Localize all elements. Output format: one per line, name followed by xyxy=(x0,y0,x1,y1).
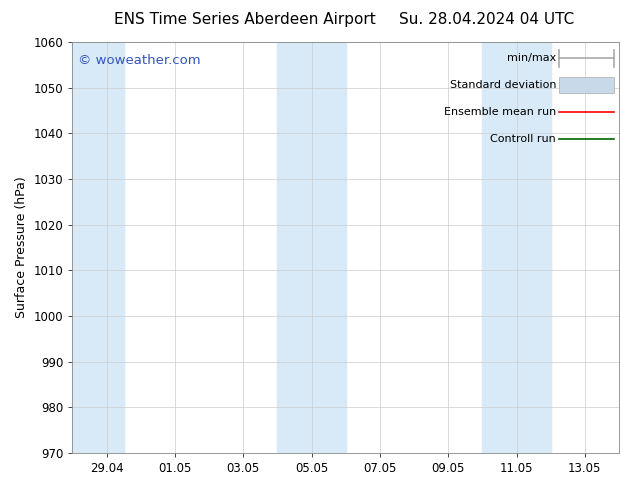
Text: ENS Time Series Aberdeen Airport: ENS Time Series Aberdeen Airport xyxy=(114,12,376,27)
Bar xyxy=(72,42,124,453)
Bar xyxy=(559,77,614,94)
Bar xyxy=(277,42,346,453)
Text: © woweather.com: © woweather.com xyxy=(78,54,200,68)
Text: Su. 28.04.2024 04 UTC: Su. 28.04.2024 04 UTC xyxy=(399,12,574,27)
Y-axis label: Surface Pressure (hPa): Surface Pressure (hPa) xyxy=(15,176,28,318)
Bar xyxy=(482,42,551,453)
Text: min/max: min/max xyxy=(507,53,556,64)
Text: Standard deviation: Standard deviation xyxy=(450,80,556,90)
Text: Ensemble mean run: Ensemble mean run xyxy=(444,107,556,117)
Text: Controll run: Controll run xyxy=(490,134,556,144)
